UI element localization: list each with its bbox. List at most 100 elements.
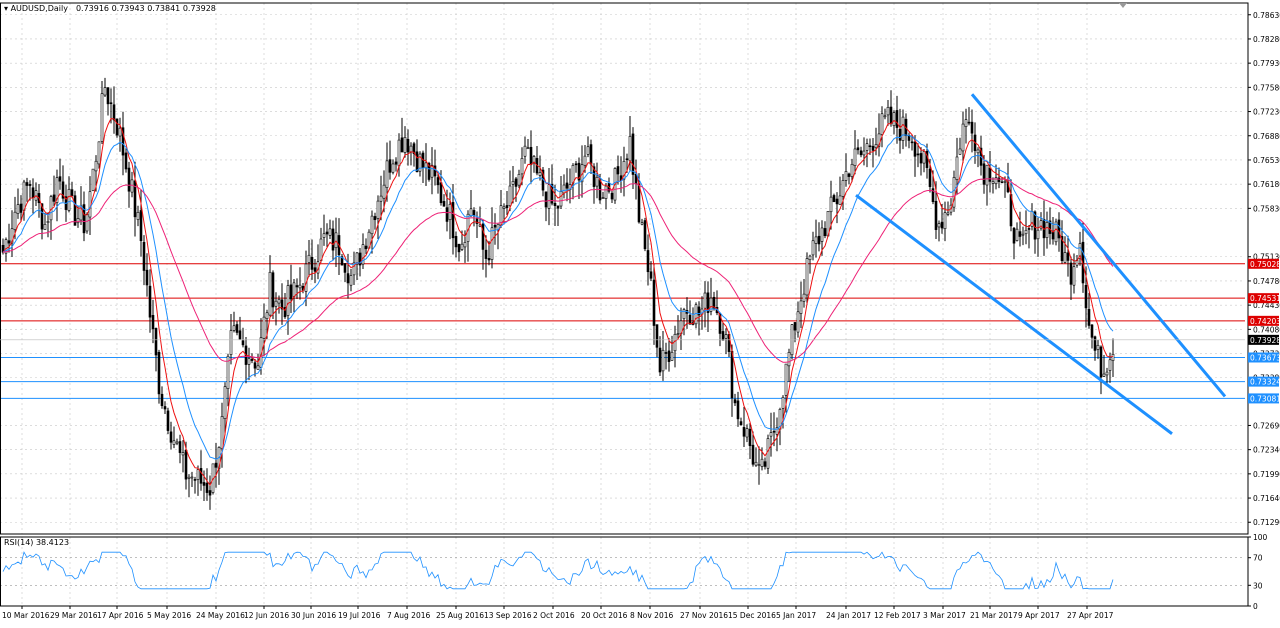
candle-body	[106, 87, 110, 105]
candle-body	[352, 262, 356, 276]
candle-body	[562, 184, 566, 194]
candle-body	[484, 249, 488, 259]
candle-body	[772, 430, 776, 433]
candle-body	[346, 273, 350, 284]
candle-body	[196, 469, 200, 480]
candle-body	[694, 304, 698, 325]
support-price-label: 0.73081	[1250, 394, 1280, 403]
candle-body	[370, 215, 374, 235]
candle-body	[253, 362, 257, 369]
candle-body	[433, 165, 437, 177]
candle-body	[616, 166, 620, 175]
candle-body	[637, 183, 641, 223]
resistance-price-tag	[1248, 258, 1279, 269]
candle-body	[277, 299, 281, 304]
candle-body	[169, 431, 173, 443]
candle-body	[247, 358, 251, 365]
candle-body	[175, 441, 179, 444]
candle-body	[313, 267, 317, 272]
candle-body	[454, 236, 458, 248]
candle-body	[7, 240, 11, 244]
candle-body	[139, 210, 143, 242]
x-tick-label: 10 Mar 2016	[2, 611, 50, 620]
candle-body	[835, 198, 839, 205]
candle-body	[52, 194, 56, 202]
x-tick-label: 3 Mar 2017	[923, 611, 966, 620]
candle-body	[766, 438, 770, 469]
candle-body	[70, 189, 74, 197]
candle-body	[226, 355, 230, 389]
candle-body	[970, 121, 974, 134]
shift-marker-icon[interactable]	[1119, 3, 1127, 8]
candle-body	[937, 223, 941, 228]
x-tick-label: 30 Jun 2016	[291, 611, 336, 620]
moving-average-line	[2, 118, 1114, 486]
candle-body	[256, 365, 260, 370]
resistance-price-tag	[1248, 315, 1279, 326]
candle-body	[238, 330, 242, 340]
trendline[interactable]	[970, 93, 1227, 398]
candle-body	[73, 195, 77, 226]
candle-body	[733, 399, 737, 404]
x-tick-label: 12 Feb 2017	[874, 611, 921, 620]
x-tick-label: 17 Apr 2016	[97, 611, 144, 620]
candle-body	[646, 250, 650, 273]
candle-body	[532, 156, 536, 164]
candle-body	[589, 144, 593, 165]
candle-body	[181, 452, 185, 456]
candle-body	[886, 107, 890, 116]
candle-body	[1057, 219, 1061, 239]
candle-body	[529, 146, 533, 166]
candle-body	[805, 258, 809, 296]
candle-body	[787, 352, 791, 367]
candle-body	[25, 182, 29, 186]
rsi-y-tick-label: 100	[1253, 533, 1268, 542]
candle-body	[427, 162, 431, 180]
candle-body	[1027, 228, 1031, 230]
candle-body	[145, 269, 149, 286]
candle-body	[550, 184, 554, 204]
candle-body	[151, 315, 155, 330]
resistance-price-label: 0.75028	[1250, 260, 1280, 269]
menu-triangle-icon[interactable]: ▾	[4, 4, 11, 13]
candle-body	[232, 325, 236, 331]
candle-body	[250, 358, 254, 361]
candle-body	[670, 351, 674, 361]
candle-body	[856, 147, 860, 151]
candle-body	[334, 232, 338, 249]
candle-body	[376, 200, 380, 219]
candle-body	[286, 285, 290, 316]
candle-body	[775, 427, 779, 435]
candle-body	[310, 256, 314, 270]
candle-body	[997, 177, 1001, 182]
candle-body	[400, 137, 404, 153]
trendline[interactable]	[855, 194, 1173, 435]
candle-body	[97, 141, 101, 165]
candle-body	[490, 227, 494, 260]
candle-body	[526, 147, 530, 150]
candle-body	[10, 228, 14, 244]
grid-layer	[0, 3, 1245, 606]
candle-body	[1024, 229, 1028, 235]
candle-body	[565, 182, 569, 189]
candle-body	[94, 160, 98, 172]
candle-body	[373, 216, 377, 221]
candle-body	[649, 271, 653, 279]
candle-body	[319, 238, 323, 261]
x-tick-label: 2 Oct 2016	[533, 611, 575, 620]
candle-body	[808, 255, 812, 261]
candle-body	[148, 285, 152, 318]
candle-body	[265, 312, 269, 319]
candle-body	[730, 350, 734, 399]
candle-body	[517, 174, 521, 186]
candle-body	[325, 231, 329, 235]
trendlines-layer[interactable]	[855, 93, 1227, 435]
candle-body	[718, 313, 722, 334]
resistance-price-tag	[1248, 293, 1279, 304]
